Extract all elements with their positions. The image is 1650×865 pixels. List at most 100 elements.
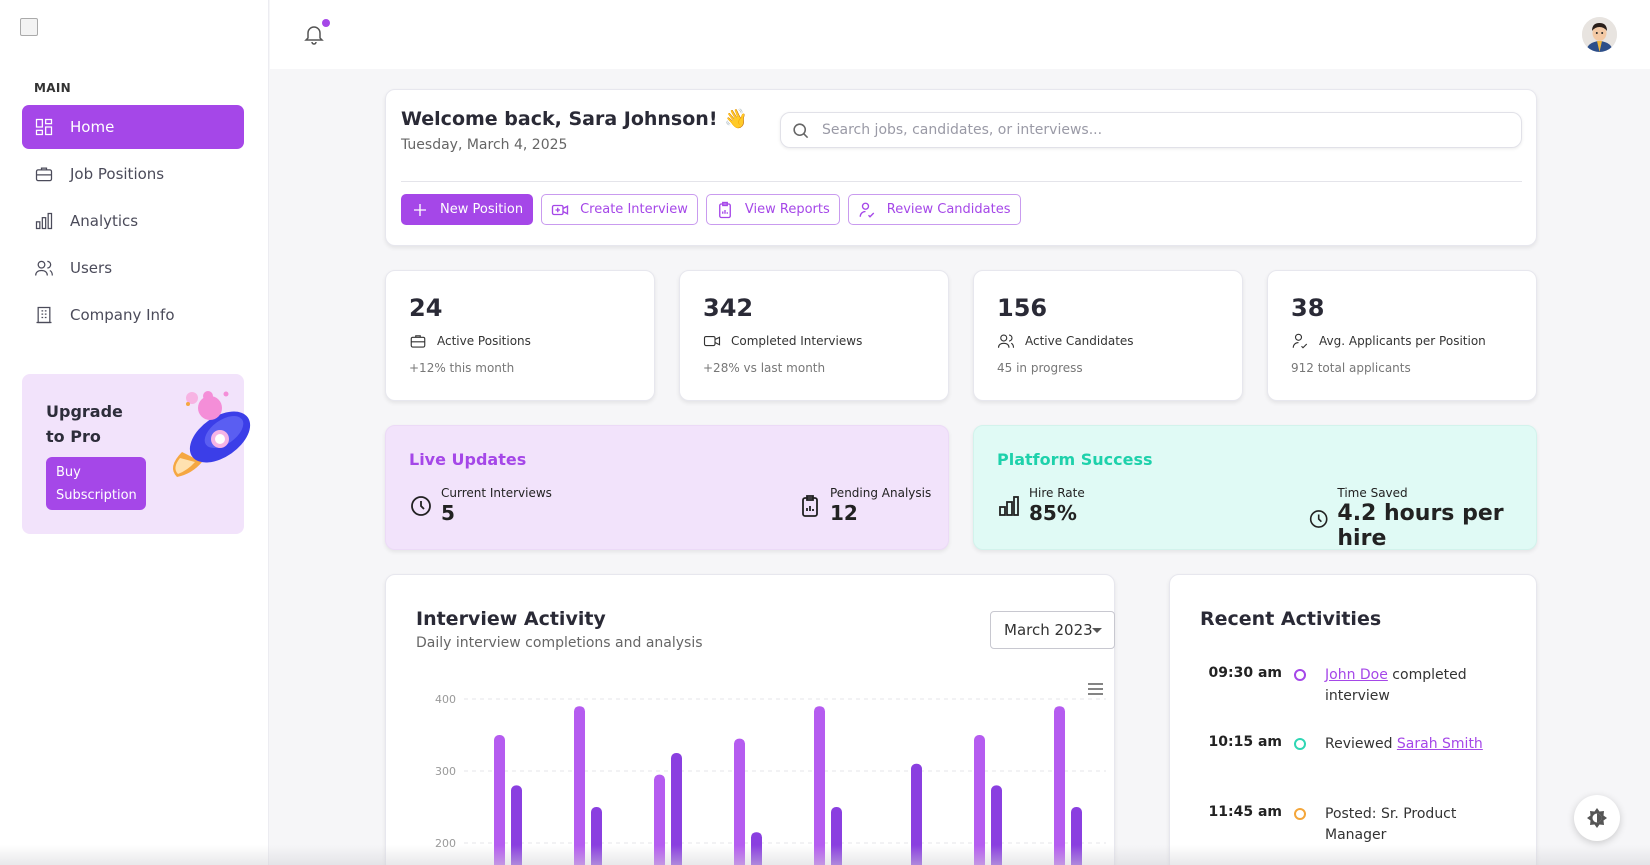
chart-bar[interactable] — [654, 774, 665, 865]
sidebar-item-home[interactable]: Home — [22, 105, 244, 149]
chart-bar[interactable] — [511, 785, 522, 865]
interview-activity-card: Interview Activity Daily interview compl… — [385, 574, 1115, 865]
new-position-button[interactable]: New Position — [401, 194, 534, 225]
sidebar-item-company-info[interactable]: Company Info — [22, 293, 244, 337]
chart-bar[interactable] — [974, 735, 985, 865]
briefcase-icon — [35, 167, 53, 182]
recent-activities-title: Recent Activities — [1200, 608, 1382, 630]
chart-bar[interactable] — [734, 738, 745, 865]
stat-label-row: Avg. Applicants per Position — [1291, 332, 1486, 350]
chart-bar[interactable] — [991, 785, 1002, 865]
sidebar-item-analytics[interactable]: Analytics — [22, 199, 244, 243]
stat-value: 156 — [997, 294, 1048, 322]
sidebar-item-users[interactable]: Users — [22, 246, 244, 290]
time-saved-metric: Time Saved 4.2 hours per hire — [1308, 486, 1536, 551]
stat-card-active-candidates: 156 Active Candidates 45 in progress — [973, 270, 1243, 401]
stat-label-row: Active Positions — [409, 332, 531, 350]
pending-analysis-metric: Pending Analysis 12 — [798, 486, 931, 525]
stat-label: Active Positions — [437, 334, 531, 348]
section-label-main: MAIN — [34, 81, 71, 95]
clipboard-icon — [802, 494, 818, 517]
stat-label-row: Completed Interviews — [703, 332, 862, 350]
user-check-icon — [1292, 333, 1308, 349]
building-icon — [36, 306, 52, 324]
sidebar-item-label: Analytics — [70, 212, 139, 230]
sidebar-item-label: Users — [70, 259, 113, 277]
y-tick-label: 400 — [435, 693, 456, 706]
chart-bar[interactable] — [574, 706, 585, 865]
activity-time: 09:30 am — [1208, 665, 1282, 681]
grid-icon — [35, 118, 53, 136]
users-icon — [997, 334, 1015, 348]
upgrade-card: Upgrade to Pro Buy Subscription — [22, 374, 251, 534]
stat-card-active-positions: 24 Active Positions +12% this month — [385, 270, 655, 401]
stat-label: Avg. Applicants per Position — [1319, 334, 1486, 348]
welcome-card: Welcome back, Sara Johnson! 👋 Tuesday, M… — [385, 89, 1537, 246]
divider — [401, 181, 1522, 182]
theme-icon — [1587, 808, 1607, 828]
welcome-date: Tuesday, March 4, 2025 — [401, 137, 568, 153]
sidebar: MAIN Home Job Positions Analytics Users … — [0, 0, 269, 865]
create-interview-button[interactable]: Create Interview — [541, 194, 698, 225]
bar-chart-icon — [35, 212, 53, 230]
activity-link[interactable]: John Doe — [1325, 667, 1388, 683]
buy-subscription-button[interactable]: Buy Subscription — [46, 457, 146, 510]
sidebar-item-job-positions[interactable]: Job Positions — [22, 152, 244, 196]
metric-value: 12 — [830, 501, 858, 525]
clipboard-icon — [718, 201, 731, 218]
search-input[interactable] — [822, 122, 1502, 138]
stat-sub: 45 in progress — [997, 361, 1083, 375]
metric-label: Current Interviews — [441, 486, 552, 500]
platform-success-card: Platform Success Hire Rate 85% Time Save… — [973, 425, 1537, 551]
sidebar-nav: Home Job Positions Analytics Users Compa… — [22, 105, 244, 340]
chart-bar[interactable] — [751, 832, 762, 865]
avatar[interactable] — [1582, 17, 1617, 52]
chart-subtitle: Daily interview completions and analysis — [416, 635, 703, 651]
review-candidates-button[interactable]: Review Candidates — [847, 194, 1021, 225]
view-reports-button[interactable]: View Reports — [705, 194, 840, 225]
bell-icon[interactable] — [302, 22, 326, 46]
hamburger-menu-icon[interactable] — [1088, 683, 1103, 695]
stat-value: 24 — [409, 294, 443, 322]
activity-text: Reviewed Sarah Smith — [1325, 736, 1483, 752]
stat-sub: +12% this month — [409, 361, 515, 375]
activity-text: John Doe completed interview — [1325, 667, 1467, 704]
month-select[interactable]: March 2023 — [990, 611, 1115, 649]
activity-dot — [1294, 738, 1306, 750]
stat-label: Completed Interviews — [731, 334, 863, 348]
chart-bar[interactable] — [1054, 706, 1065, 865]
chart-bar[interactable] — [831, 807, 842, 865]
welcome-title: Welcome back, Sara Johnson! 👋 — [401, 108, 748, 130]
logo[interactable] — [20, 18, 38, 36]
activity-dot — [1294, 669, 1306, 681]
theme-toggle-button[interactable] — [1574, 795, 1620, 841]
metric-value: 5 — [441, 501, 455, 525]
chart-bar[interactable] — [1071, 807, 1082, 865]
activity-link[interactable]: Sarah Smith — [1396, 736, 1483, 752]
live-updates-title: Live Updates — [409, 450, 527, 469]
chart-bar[interactable] — [671, 753, 682, 865]
platform-success-title: Platform Success — [997, 450, 1153, 469]
button-label: View Reports — [744, 202, 830, 217]
search-box[interactable] — [780, 112, 1522, 148]
video-icon — [703, 335, 721, 347]
chart-title: Interview Activity — [416, 608, 606, 630]
chart-bar[interactable] — [591, 807, 602, 865]
avatar-image — [1582, 17, 1617, 52]
rocket-illustration — [173, 391, 251, 477]
chart-bar[interactable] — [814, 706, 825, 865]
briefcase-icon — [410, 335, 426, 348]
stat-sub: 912 total applicants — [1291, 361, 1411, 375]
sidebar-item-label: Home — [70, 118, 115, 136]
chart-bar[interactable] — [911, 763, 922, 865]
plus-icon — [414, 203, 426, 216]
activity-dot — [1294, 808, 1306, 820]
y-tick-label: 300 — [435, 765, 456, 778]
y-tick-label: 200 — [435, 837, 456, 850]
top-bar — [270, 0, 1650, 69]
stat-value: 342 — [703, 294, 754, 322]
stat-label-row: Active Candidates — [997, 332, 1134, 350]
activity-time: 11:45 am — [1208, 804, 1282, 820]
chart-bar[interactable] — [494, 735, 505, 865]
hire-rate-metric: Hire Rate 85% — [997, 486, 1085, 525]
